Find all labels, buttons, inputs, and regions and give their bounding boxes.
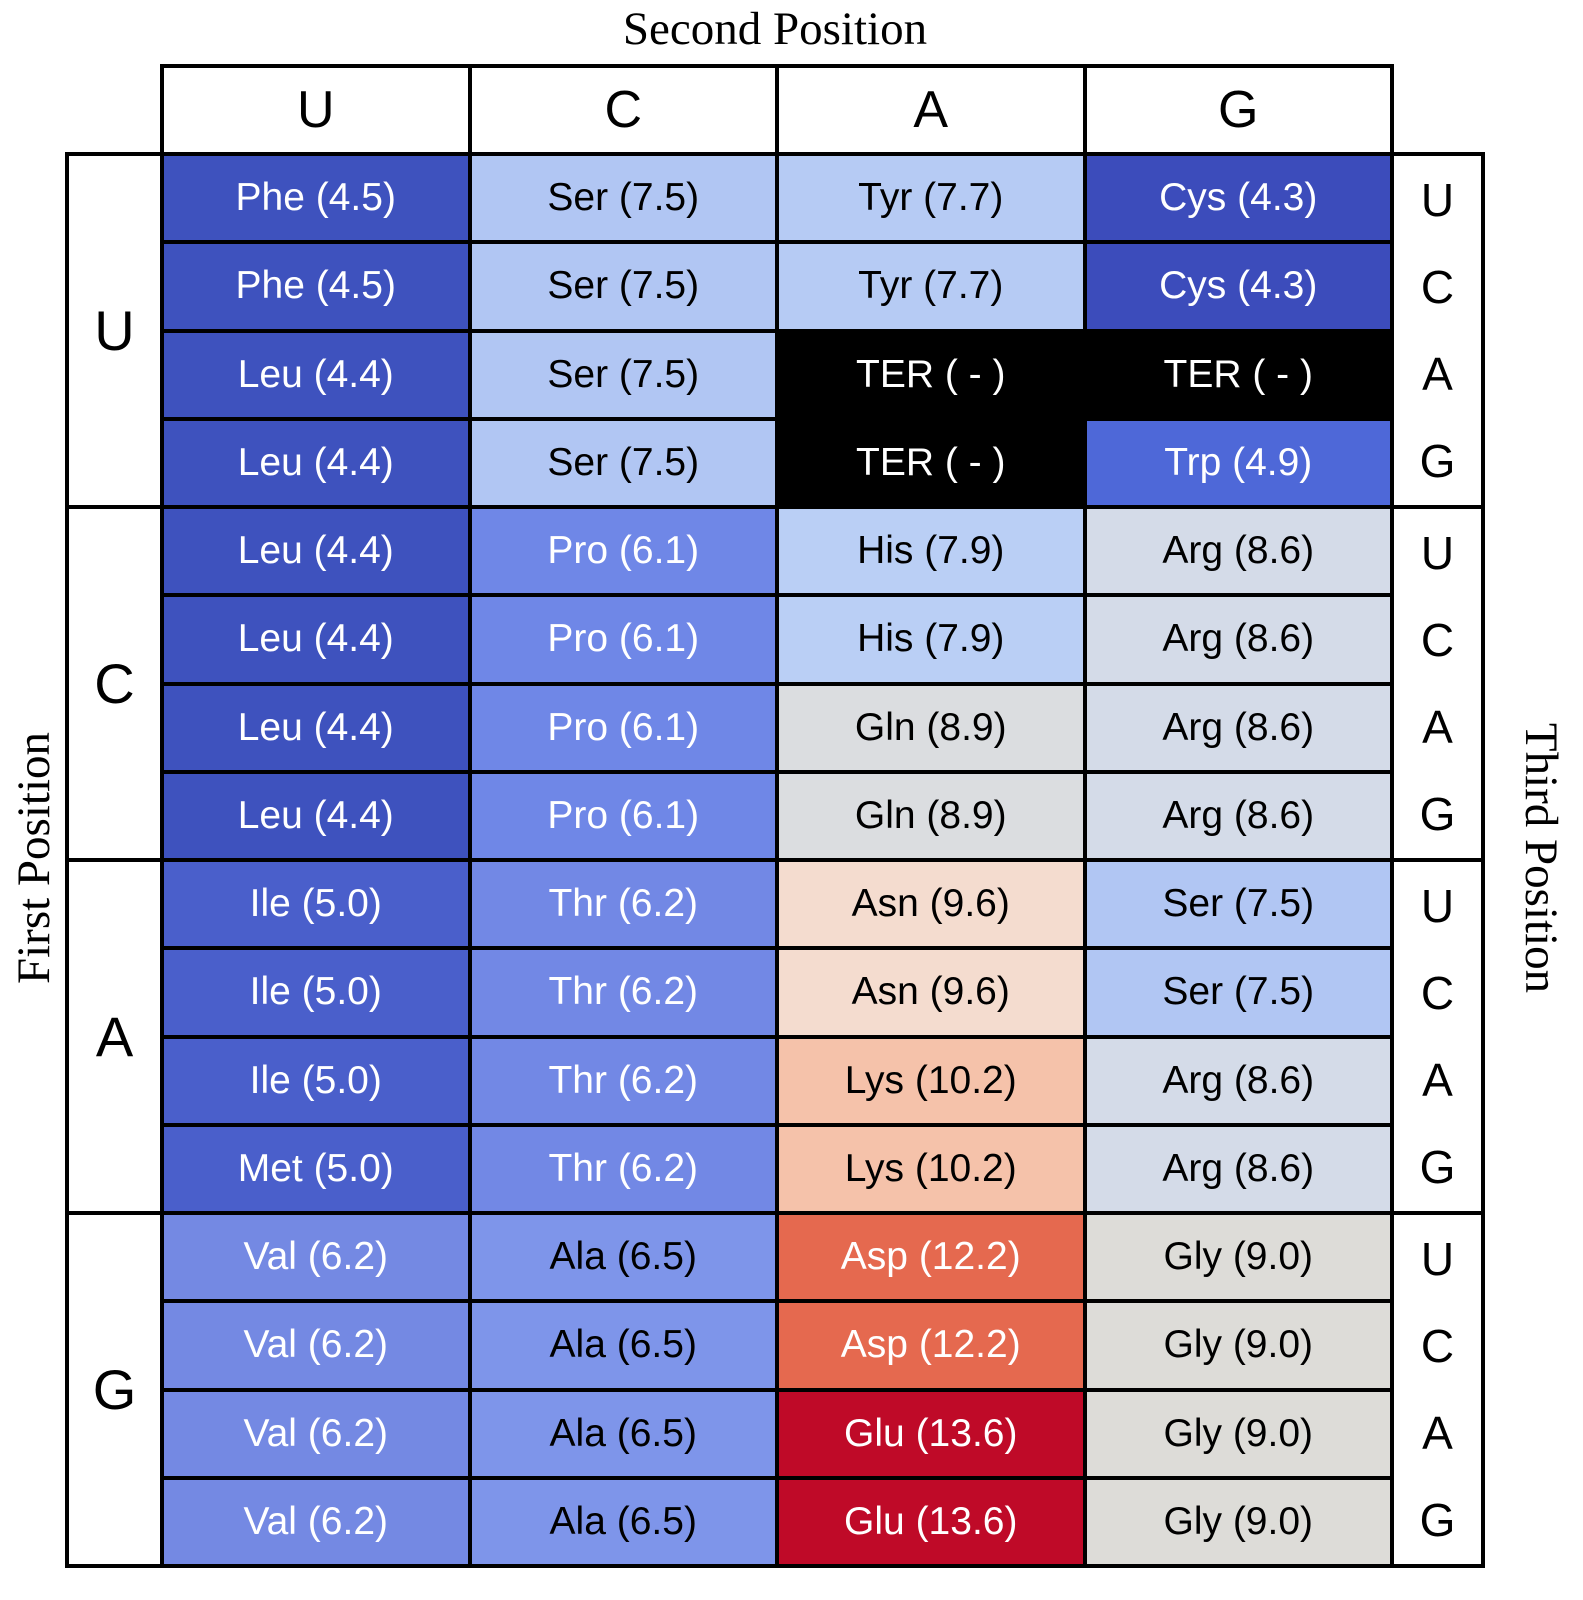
codon-cell-UAU: Tyr (7.7) xyxy=(775,152,1087,245)
codon-cell-UCA: Ser (7.5) xyxy=(467,328,779,421)
codon-cell-AAC: Asn (9.6) xyxy=(775,946,1087,1039)
codon-cell-CGG: Arg (8.6) xyxy=(1082,769,1394,862)
codon-cell-UCU: Ser (7.5) xyxy=(467,152,779,245)
codon-cell-GUC: Val (6.2) xyxy=(160,1299,472,1392)
codon-cell-UAA: TER ( - ) xyxy=(775,328,1087,421)
third-position-letter-AA: A xyxy=(1422,1054,1453,1107)
second-position-header-A: A xyxy=(775,64,1087,156)
codon-cell-UUA: Leu (4.4) xyxy=(160,328,472,421)
codon-cell-UGC: Cys (4.3) xyxy=(1082,240,1394,333)
codon-cell-GAU: Asp (12.2) xyxy=(775,1211,1087,1304)
third-position-letter-CG: G xyxy=(1419,788,1456,841)
codon-cell-GCG: Ala (6.5) xyxy=(467,1475,779,1568)
codon-cell-UAG: TER ( - ) xyxy=(775,416,1087,509)
second-position-header-C: C xyxy=(467,64,779,156)
codon-cell-CGC: Arg (8.6) xyxy=(1082,593,1394,686)
third-position-letter-GU: U xyxy=(1420,1232,1455,1285)
third-position-letter-GA: A xyxy=(1422,1407,1453,1460)
second-position-title: Second Position xyxy=(622,3,928,55)
codon-cell-CUG: Leu (4.4) xyxy=(160,769,472,862)
third-position-letter-AC: C xyxy=(1420,966,1455,1019)
codon-cell-GCA: Ala (6.5) xyxy=(467,1387,779,1480)
codon-cell-AGA: Arg (8.6) xyxy=(1082,1034,1394,1127)
codon-cell-CUA: Leu (4.4) xyxy=(160,681,472,774)
codon-cell-CAC: His (7.9) xyxy=(775,593,1087,686)
first-position-letter-U: U xyxy=(65,152,164,509)
second-position-header-U: U xyxy=(160,64,472,156)
codon-cell-CUC: Leu (4.4) xyxy=(160,593,472,686)
codon-cell-GUA: Val (6.2) xyxy=(160,1387,472,1480)
codon-cell-ACA: Thr (6.2) xyxy=(467,1034,779,1127)
codon-cell-AUU: Ile (5.0) xyxy=(160,858,472,951)
codon-cell-CCU: Pro (6.1) xyxy=(467,505,779,598)
codon-cell-GAA: Glu (13.6) xyxy=(775,1387,1087,1480)
codon-cell-ACC: Thr (6.2) xyxy=(467,946,779,1039)
codon-cell-CCA: Pro (6.1) xyxy=(467,681,779,774)
codon-cell-AGC: Ser (7.5) xyxy=(1082,946,1394,1039)
third-position-letter-UC: C xyxy=(1420,260,1455,313)
codon-cell-GUU: Val (6.2) xyxy=(160,1211,472,1304)
codon-cell-GGG: Gly (9.0) xyxy=(1082,1475,1394,1568)
third-position-letter-AU: U xyxy=(1420,879,1455,932)
codon-cell-UGA: TER ( - ) xyxy=(1082,328,1394,421)
codon-cell-GCC: Ala (6.5) xyxy=(467,1299,779,1392)
codon-cell-CCC: Pro (6.1) xyxy=(467,593,779,686)
codon-cell-GAG: Glu (13.6) xyxy=(775,1475,1087,1568)
codon-cell-AUA: Ile (5.0) xyxy=(160,1034,472,1127)
third-position-letter-CC: C xyxy=(1420,613,1455,666)
codon-cell-UCG: Ser (7.5) xyxy=(467,416,779,509)
second-position-header-G: G xyxy=(1082,64,1394,156)
codon-cell-AUC: Ile (5.0) xyxy=(160,946,472,1039)
codon-cell-CGU: Arg (8.6) xyxy=(1082,505,1394,598)
first-position-letter-A: A xyxy=(65,858,164,1215)
codon-cell-AAG: Lys (10.2) xyxy=(775,1122,1087,1215)
codon-cell-UAC: Tyr (7.7) xyxy=(775,240,1087,333)
codon-cell-CAG: Gln (8.9) xyxy=(775,769,1087,862)
codon-cell-ACG: Thr (6.2) xyxy=(467,1122,779,1215)
codon-cell-CUU: Leu (4.4) xyxy=(160,505,472,598)
codon-cell-CCG: Pro (6.1) xyxy=(467,769,779,862)
third-position-letter-UG: G xyxy=(1419,435,1456,488)
codon-cell-AAA: Lys (10.2) xyxy=(775,1034,1087,1127)
third-position-letter-GG: G xyxy=(1419,1494,1456,1547)
third-position-letter-CA: A xyxy=(1422,701,1453,754)
codon-cell-CAU: His (7.9) xyxy=(775,505,1087,598)
third-position-letter-UU: U xyxy=(1420,173,1455,226)
codon-cell-AGU: Ser (7.5) xyxy=(1082,858,1394,951)
codon-cell-UUC: Phe (4.5) xyxy=(160,240,472,333)
third-position-letter-AG: G xyxy=(1419,1141,1456,1194)
third-position-letter-CU: U xyxy=(1420,526,1455,579)
codon-cell-UGG: Trp (4.9) xyxy=(1082,416,1394,509)
codon-cell-AGG: Arg (8.6) xyxy=(1082,1122,1394,1215)
codon-cell-UUU: Phe (4.5) xyxy=(160,152,472,245)
codon-cell-UCC: Ser (7.5) xyxy=(467,240,779,333)
third-position-letter-UA: A xyxy=(1422,348,1453,401)
codon-cell-GGA: Gly (9.0) xyxy=(1082,1387,1394,1480)
codon-cell-AUG: Met (5.0) xyxy=(160,1122,472,1215)
first-position-letter-C: C xyxy=(65,505,164,862)
codon-cell-GGC: Gly (9.0) xyxy=(1082,1299,1394,1392)
third-position-letter-GC: C xyxy=(1420,1319,1455,1372)
codon-cell-GAC: Asp (12.2) xyxy=(775,1299,1087,1392)
codon-cell-GUG: Val (6.2) xyxy=(160,1475,472,1568)
codon-cell-GGU: Gly (9.0) xyxy=(1082,1211,1394,1304)
codon-cell-ACU: Thr (6.2) xyxy=(467,858,779,951)
codon-cell-UUG: Leu (4.4) xyxy=(160,416,472,509)
first-position-letter-G: G xyxy=(65,1211,164,1568)
codon-cell-CGA: Arg (8.6) xyxy=(1082,681,1394,774)
codon-cell-CAA: Gln (8.9) xyxy=(775,681,1087,774)
codon-cell-AAU: Asn (9.6) xyxy=(775,858,1087,951)
codon-cell-UGU: Cys (4.3) xyxy=(1082,152,1394,245)
codon-cell-GCU: Ala (6.5) xyxy=(467,1211,779,1304)
